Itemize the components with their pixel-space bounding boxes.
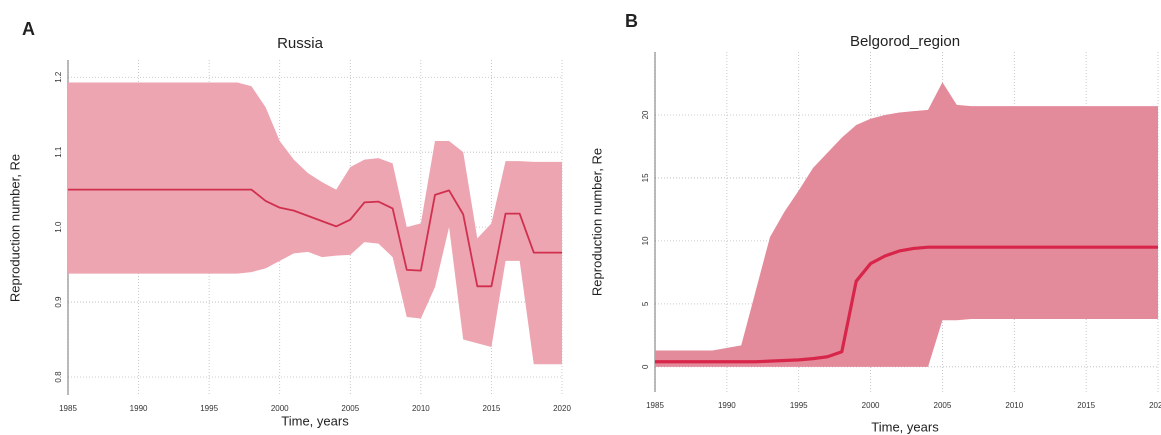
y-tick-label: 1.0 <box>54 221 63 233</box>
x-tick-label: 1990 <box>718 401 736 410</box>
chart-title: Belgorod_region <box>850 33 960 50</box>
x-tick-label: 2020 <box>553 404 571 413</box>
y-axis-label: Reproduction number, Re <box>7 154 22 302</box>
y-tick-label: 5 <box>641 301 650 306</box>
y-tick-label: 15 <box>641 173 650 182</box>
x-tick-label: 1985 <box>59 404 77 413</box>
x-tick-label: 1990 <box>130 404 148 413</box>
y-tick-label: 0.9 <box>54 296 63 308</box>
median-line <box>68 188 562 288</box>
x-tick-label: 2015 <box>1077 401 1095 410</box>
y-axis-label: Reproduction number, Re <box>589 148 604 296</box>
chart-title: Russia <box>277 35 324 52</box>
x-tick-label: 2005 <box>341 404 359 413</box>
confidence-band <box>68 82 562 365</box>
y-tick-label: 0 <box>641 364 650 369</box>
y-tick-label: 10 <box>641 236 650 245</box>
confidence-band <box>655 82 1158 367</box>
x-tick-label: 2010 <box>1005 401 1023 410</box>
x-tick-label: 2020 <box>1149 401 1161 410</box>
y-tick-label: 1.1 <box>54 146 63 158</box>
y-tick-label: 1.2 <box>54 71 63 83</box>
x-tick-label: 2015 <box>483 404 501 413</box>
x-axis-label: Time, years <box>281 413 349 428</box>
x-tick-label: 2010 <box>412 404 430 413</box>
median-line <box>655 245 1158 364</box>
x-tick-label: 1995 <box>790 401 808 410</box>
x-tick-label: 2000 <box>271 404 289 413</box>
panel-label: A <box>22 19 35 39</box>
x-tick-label: 2005 <box>934 401 952 410</box>
x-tick-label: 1995 <box>200 404 218 413</box>
x-tick-label: 2000 <box>862 401 880 410</box>
x-tick-label: 1985 <box>646 401 664 410</box>
y-tick-label: 20 <box>641 110 650 119</box>
x-axis-label: Time, years <box>871 419 939 434</box>
y-tick-label: 0.8 <box>54 371 63 383</box>
panel-label: B <box>625 11 638 31</box>
